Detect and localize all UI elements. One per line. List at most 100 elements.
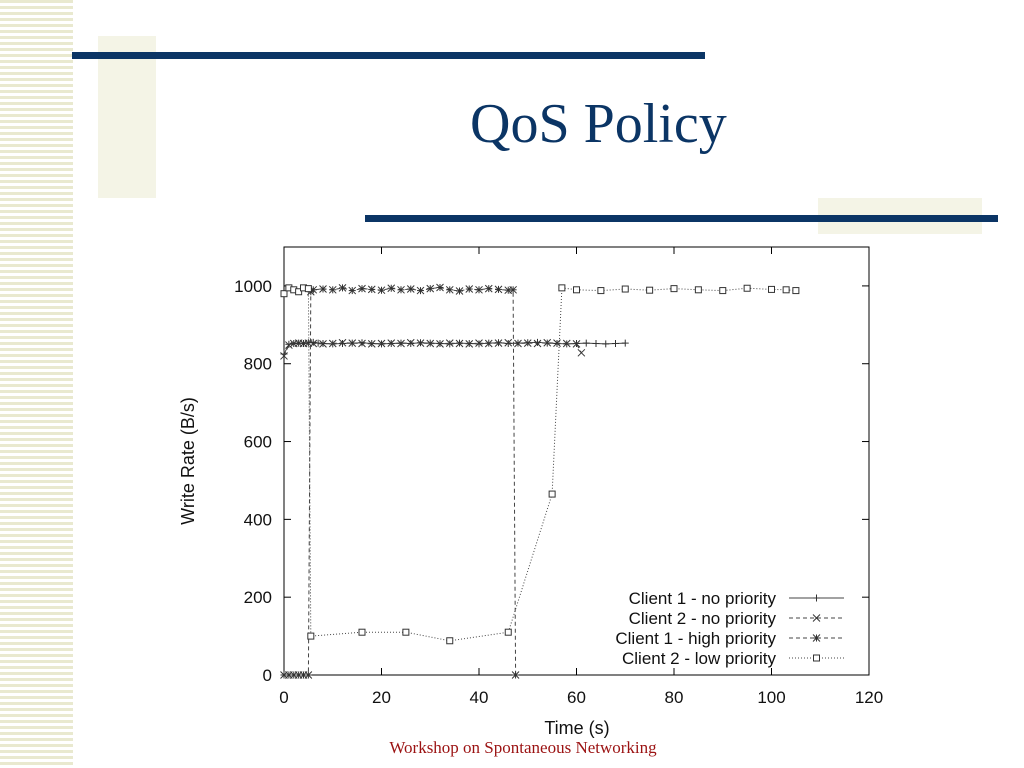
cross-point	[338, 338, 347, 347]
star-point	[445, 285, 454, 294]
cross-point	[280, 352, 288, 360]
y-tick-label: 1000	[234, 277, 272, 296]
square-point	[307, 632, 315, 640]
cross-point	[475, 339, 483, 347]
cross-point	[465, 340, 474, 348]
plus-point	[339, 339, 346, 347]
star-point	[397, 285, 405, 294]
plus-point	[475, 340, 483, 348]
square-point	[558, 284, 566, 292]
star-point	[406, 285, 415, 293]
series-2	[280, 338, 586, 360]
star-point	[511, 671, 520, 679]
star-point	[319, 285, 327, 293]
x-tick-label: 40	[470, 688, 489, 707]
x-tick-label: 120	[855, 688, 883, 707]
y-tick-label: 600	[244, 433, 272, 452]
cross-point	[319, 340, 327, 348]
y-axis-label: Write Rate (B/s)	[178, 397, 198, 525]
square-point	[280, 290, 288, 298]
plus-point	[582, 339, 590, 347]
star-point	[387, 284, 396, 293]
decorative-square-left	[98, 36, 156, 198]
cross-point	[416, 339, 425, 347]
cross-point	[377, 339, 386, 348]
square-point	[813, 654, 820, 662]
series-line	[283, 287, 796, 642]
series-3	[280, 283, 520, 679]
cross-point	[348, 339, 357, 347]
cross-point	[436, 340, 444, 348]
y-tick-label: 200	[244, 588, 272, 607]
square-point	[446, 637, 454, 645]
square-point	[719, 287, 727, 295]
legend-label: Client 1 - high priority	[615, 629, 776, 648]
plus-point	[446, 340, 454, 348]
star-point	[494, 285, 503, 294]
square-point	[597, 287, 605, 295]
plus-point	[602, 340, 610, 348]
y-tick-label: 400	[244, 510, 272, 529]
star-point	[436, 283, 444, 292]
x-tick-label: 100	[757, 688, 785, 707]
cross-point	[577, 348, 586, 357]
square-point	[694, 286, 702, 294]
series-1	[280, 338, 629, 358]
cross-point	[406, 338, 415, 347]
star-point	[377, 286, 386, 295]
plus-point	[358, 339, 366, 347]
star-point	[338, 284, 347, 292]
x-axis-label: Time (s)	[544, 718, 609, 738]
cross-point	[397, 339, 405, 348]
axis-ticks: 0 20 40 60 80 100 120 0 200 400 600 800 1000	[234, 247, 883, 707]
x-tick-label: 20	[372, 688, 391, 707]
legend-label: Client 1 - no priority	[629, 589, 777, 608]
square-point	[670, 285, 678, 293]
plus-point	[813, 594, 820, 602]
slide-footer: Workshop on Spontaneous Networking	[389, 738, 657, 757]
plot-frame	[283, 246, 870, 676]
cross-point	[484, 339, 493, 348]
cross-point	[387, 339, 396, 347]
plus-point	[504, 339, 512, 347]
star-point	[812, 634, 821, 642]
series-layer	[280, 283, 800, 679]
star-point	[455, 287, 464, 295]
y-tick-label: 0	[263, 666, 272, 685]
star-point	[416, 286, 425, 295]
square-point	[402, 628, 410, 636]
cross-point	[367, 340, 376, 348]
cross-point	[328, 339, 337, 348]
cross-point	[543, 338, 552, 347]
cross-point	[572, 340, 581, 348]
cross-point	[812, 614, 821, 622]
slide-title: QoS Policy	[470, 93, 727, 155]
title-rule-top	[72, 52, 705, 59]
x-tick-label: 0	[279, 688, 288, 707]
square-point	[768, 285, 775, 293]
square-point	[792, 287, 800, 295]
square-point	[573, 286, 580, 294]
square-point	[782, 286, 790, 294]
star-point	[304, 671, 313, 679]
cross-point	[523, 339, 532, 347]
cross-point	[426, 339, 435, 348]
star-point	[348, 286, 357, 295]
cross-point	[533, 339, 542, 348]
cross-point	[494, 339, 503, 347]
title-rule-bottom	[365, 215, 998, 222]
square-point	[504, 628, 512, 636]
y-tick-label: 800	[244, 355, 272, 374]
star-point	[367, 285, 376, 294]
x-tick-label: 60	[567, 688, 586, 707]
square-point	[621, 285, 629, 293]
star-point	[426, 284, 435, 293]
square-point	[295, 288, 303, 296]
star-point	[465, 285, 474, 293]
square-point	[548, 490, 556, 498]
plus-point	[592, 339, 600, 347]
legend-label: Client 2 - low priority	[622, 649, 776, 668]
cross-point	[514, 339, 522, 348]
